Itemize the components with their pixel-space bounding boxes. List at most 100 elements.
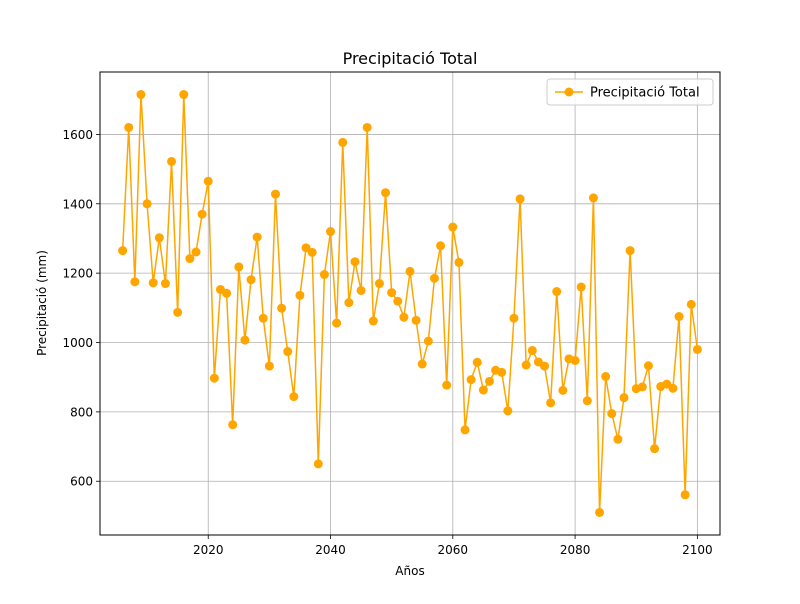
- data-point: [289, 392, 299, 402]
- data-point: [558, 385, 568, 395]
- x-axis-label: Años: [395, 564, 424, 578]
- data-point: [454, 257, 464, 267]
- y-tick-label: 600: [70, 475, 93, 489]
- data-point: [270, 189, 280, 199]
- data-point: [228, 420, 238, 430]
- data-point: [130, 277, 140, 287]
- data-point: [668, 383, 678, 393]
- data-point: [601, 372, 611, 381]
- data-point: [246, 275, 256, 285]
- data-point: [484, 376, 494, 386]
- grid-layer: [100, 72, 720, 535]
- data-point: [686, 299, 696, 309]
- y-tick-label: 1400: [62, 197, 93, 211]
- data-point: [582, 396, 592, 406]
- data-point: [338, 137, 348, 147]
- data-point: [515, 194, 525, 204]
- data-point: [222, 288, 232, 298]
- data-point: [650, 444, 660, 454]
- data-point: [307, 247, 317, 257]
- data-point: [124, 122, 134, 132]
- data-point: [595, 507, 605, 517]
- data-point: [319, 270, 329, 280]
- data-point: [576, 282, 586, 292]
- data-point: [552, 287, 562, 297]
- y-tick-label: 1200: [62, 267, 93, 281]
- data-point: [350, 257, 360, 267]
- y-axis-label: Precipitació (mm): [35, 250, 49, 356]
- data-point: [478, 385, 488, 395]
- data-point: [460, 425, 470, 435]
- data-point: [619, 393, 629, 403]
- data-point: [197, 209, 207, 219]
- y-tick-label: 800: [70, 405, 93, 419]
- data-point: [442, 380, 452, 390]
- data-point: [472, 357, 482, 367]
- data-point: [368, 316, 378, 326]
- data-point: [387, 288, 397, 298]
- chart-title: Precipitació Total: [343, 49, 478, 68]
- data-point: [692, 344, 702, 354]
- plot-frame: [99, 71, 721, 536]
- data-point: [240, 335, 250, 345]
- data-point: [252, 232, 262, 242]
- data-point: [167, 156, 177, 166]
- data-point: [154, 233, 164, 243]
- data-point: [497, 367, 507, 377]
- data-point: [625, 246, 635, 256]
- data-point: [417, 359, 427, 369]
- data-point: [362, 122, 372, 132]
- data-point: [607, 409, 617, 419]
- data-point: [381, 188, 391, 198]
- data-point: [503, 406, 513, 416]
- data-point: [613, 434, 623, 444]
- data-point: [185, 254, 195, 264]
- x-tick-label: 2040: [315, 543, 346, 557]
- data-point: [295, 290, 305, 300]
- data-point: [588, 193, 598, 203]
- data-point: [509, 313, 519, 323]
- series-layer: [118, 90, 702, 517]
- data-point: [209, 373, 219, 383]
- data-point: [521, 360, 531, 370]
- data-point: [277, 303, 287, 313]
- x-tick-label: 2100: [682, 543, 713, 557]
- data-point: [527, 345, 537, 355]
- data-point: [356, 285, 366, 295]
- data-point: [448, 222, 458, 232]
- data-point: [411, 315, 421, 325]
- y-tick-label: 1000: [62, 336, 93, 350]
- legend-box: [546, 78, 714, 106]
- data-point: [313, 459, 323, 469]
- data-point: [423, 336, 433, 346]
- data-point: [405, 266, 415, 276]
- x-tick-label: 2060: [438, 543, 469, 557]
- data-point: [399, 312, 409, 322]
- data-point: [466, 375, 476, 385]
- data-point: [570, 356, 580, 366]
- data-point: [148, 278, 158, 288]
- data-point: [136, 90, 146, 100]
- data-point: [283, 347, 293, 357]
- x-tick-label: 2020: [193, 543, 224, 557]
- data-point: [374, 279, 384, 289]
- legend-label: Precipitació Total: [590, 86, 700, 101]
- data-point: [637, 382, 647, 392]
- data-point: [674, 312, 684, 322]
- data-point: [540, 361, 550, 371]
- data-point: [643, 361, 653, 371]
- data-point: [258, 313, 268, 323]
- data-point: [142, 199, 152, 209]
- data-point: [191, 247, 201, 257]
- data-point: [118, 246, 128, 256]
- data-point: [393, 296, 403, 306]
- data-point: [234, 262, 244, 272]
- data-point: [429, 273, 439, 283]
- data-point: [344, 298, 354, 308]
- data-point: [546, 398, 556, 408]
- x-tick-label: 2080: [560, 543, 591, 557]
- data-point: [326, 227, 336, 237]
- data-point: [680, 490, 690, 500]
